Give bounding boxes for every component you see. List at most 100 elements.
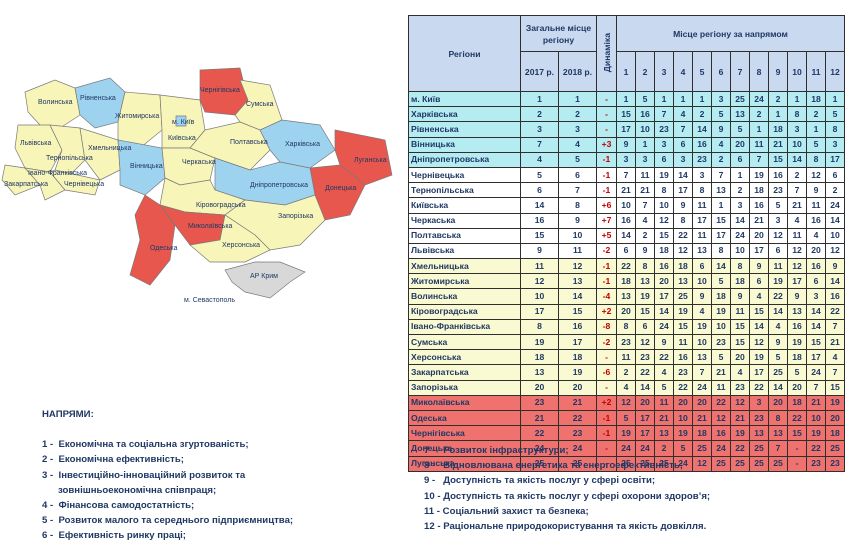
ukraine-regions-map: Волинська Рівненська Житомирська м. Київ…: [1, 67, 393, 304]
place-2017: 18: [520, 349, 559, 366]
region-name: Запорізька: [408, 379, 521, 396]
place-2017: 22: [520, 425, 559, 442]
direction-9-cell: 6: [768, 242, 788, 260]
header-directions: Місце регіону за напрямом: [616, 15, 845, 52]
direction-9-cell: 16: [768, 166, 788, 184]
direction-1-cell: 4: [616, 379, 636, 396]
table-row: Одеська 21 22 -1 5 17 21 10 21 12 21 23 8 22 10 20: [408, 409, 845, 427]
direction-8-cell: 23: [749, 409, 769, 427]
direction-7-cell: 9: [730, 288, 750, 305]
header-direction-11: 11: [806, 51, 826, 92]
region-name: Львівська: [408, 242, 521, 260]
place-2018: 10: [558, 227, 597, 244]
place-2018: 13: [558, 273, 597, 290]
direction-11-cell: 18: [806, 90, 826, 108]
place-2017: 12: [520, 273, 559, 290]
direction-2-cell: 25: [635, 455, 655, 472]
direction-1-cell: 22: [616, 258, 636, 275]
direction-10-cell: 4: [787, 212, 807, 229]
legend-item: 9 - Доступність та якість послуг у сфері…: [424, 475, 656, 487]
direction-11-cell: 24: [806, 364, 826, 381]
place-2018: 12: [558, 258, 597, 275]
header-direction-7: 7: [730, 51, 750, 92]
dynamics-cell: +7: [596, 212, 617, 229]
region-zakarpatska: [1, 164, 41, 196]
dynamics-cell: -6: [596, 364, 617, 381]
region-name: Хмельницька: [408, 258, 521, 275]
table-row: Харківська 2 2-15 16 7 4 2 5 13 2 1 8 2 5: [408, 106, 845, 123]
direction-7-cell: 13: [730, 106, 750, 123]
direction-8-cell: 16: [749, 197, 769, 214]
direction-8-cell: 17: [749, 242, 769, 260]
direction-7-cell: 6: [730, 151, 750, 168]
place-2018: 16: [558, 318, 597, 336]
dynamics-cell: -: [596, 349, 617, 366]
direction-10-cell: 16: [787, 318, 807, 336]
direction-5-cell: 2: [692, 106, 712, 123]
direction-5-cell: 4: [692, 303, 712, 320]
place-2017: 9: [520, 242, 559, 260]
direction-10-cell: 7: [787, 182, 807, 199]
direction-3-cell: 24: [654, 318, 674, 336]
dynamics-cell: +2: [596, 394, 617, 411]
place-2018: 6: [558, 166, 597, 184]
direction-12-cell: 3: [825, 136, 845, 153]
direction-12-cell: 4: [825, 349, 845, 366]
direction-2-cell: 21: [635, 182, 655, 199]
direction-10-cell: 15: [787, 425, 807, 442]
direction-5-cell: 8: [692, 182, 712, 199]
direction-10-cell: 20: [787, 379, 807, 396]
table-row: Хмельницька 11 12 -1 22 8 16 18 6 14 8 9 11 12 16 9: [408, 258, 845, 275]
place-2017: 14: [520, 197, 559, 214]
direction-8-cell: 22: [749, 379, 769, 396]
place-2018: 4: [558, 136, 597, 153]
table-row: Київська 14 8 +6 10 7 10 9 11 1 3 16 5 21 11 24: [408, 197, 845, 214]
place-2018: 5: [558, 151, 597, 168]
legend-item: 3 - Інвестиційно-інноваційний розвиток т…: [42, 469, 246, 481]
direction-2-cell: 10: [635, 121, 655, 138]
direction-6-cell: 13: [711, 182, 731, 199]
map-label-chernivetska: Чернівецька: [64, 180, 104, 188]
direction-3-cell: 14: [654, 303, 674, 320]
header-direction-1: 1: [616, 51, 636, 92]
table-row: Тернопільська 6 7 -1 21 21 8 17 8 13 2 18 23 7 9 2: [408, 182, 845, 199]
direction-6-cell: 9: [711, 121, 731, 138]
place-2018: 9: [558, 212, 597, 229]
dynamics-cell: +2: [596, 303, 617, 320]
dynamics-cell: -4: [596, 288, 617, 305]
direction-10-cell: 17: [787, 273, 807, 290]
direction-4-cell: 11: [673, 333, 693, 351]
region-poltavska: [189, 121, 271, 171]
place-2017: 6: [520, 182, 559, 199]
direction-10-cell: 18: [787, 349, 807, 366]
place-2017: 13: [520, 364, 559, 381]
direction-11-cell: 3: [806, 288, 826, 305]
region-name: Луганська: [408, 455, 521, 472]
direction-6-cell: 5: [711, 349, 731, 366]
direction-3-cell: 11: [654, 394, 674, 411]
direction-4-cell: 20: [673, 394, 693, 411]
direction-4-cell: 3: [673, 151, 693, 168]
direction-8-cell: 9: [749, 258, 769, 275]
table-row: Вінницька 7 4 +3 9 1 3 6 16 4 20 11 21 10 5 3: [408, 136, 845, 153]
map-label-donetska: Донецька: [325, 185, 356, 192]
map-label-kyivska: Київська: [168, 135, 196, 142]
direction-4-cell: 19: [673, 425, 693, 442]
direction-2-cell: 12: [635, 333, 655, 351]
direction-10-cell: 10: [787, 136, 807, 153]
direction-2-cell: 17: [635, 409, 655, 427]
direction-10-cell: 3: [787, 121, 807, 138]
direction-10-cell: 11: [787, 227, 807, 244]
direction-11-cell: 17: [806, 349, 826, 366]
direction-4-cell: 8: [673, 212, 693, 229]
direction-8-cell: 3: [749, 394, 769, 411]
direction-12-cell: 14: [825, 273, 845, 290]
direction-10-cell: 18: [787, 394, 807, 411]
direction-12-cell: 20: [825, 409, 845, 427]
direction-3-cell: 23: [654, 121, 674, 138]
direction-5-cell: 11: [692, 227, 712, 244]
direction-9-cell: 14: [768, 303, 788, 320]
direction-4-cell: 13: [673, 273, 693, 290]
direction-2-cell: 22: [635, 364, 655, 381]
direction-5-cell: 13: [692, 242, 712, 260]
